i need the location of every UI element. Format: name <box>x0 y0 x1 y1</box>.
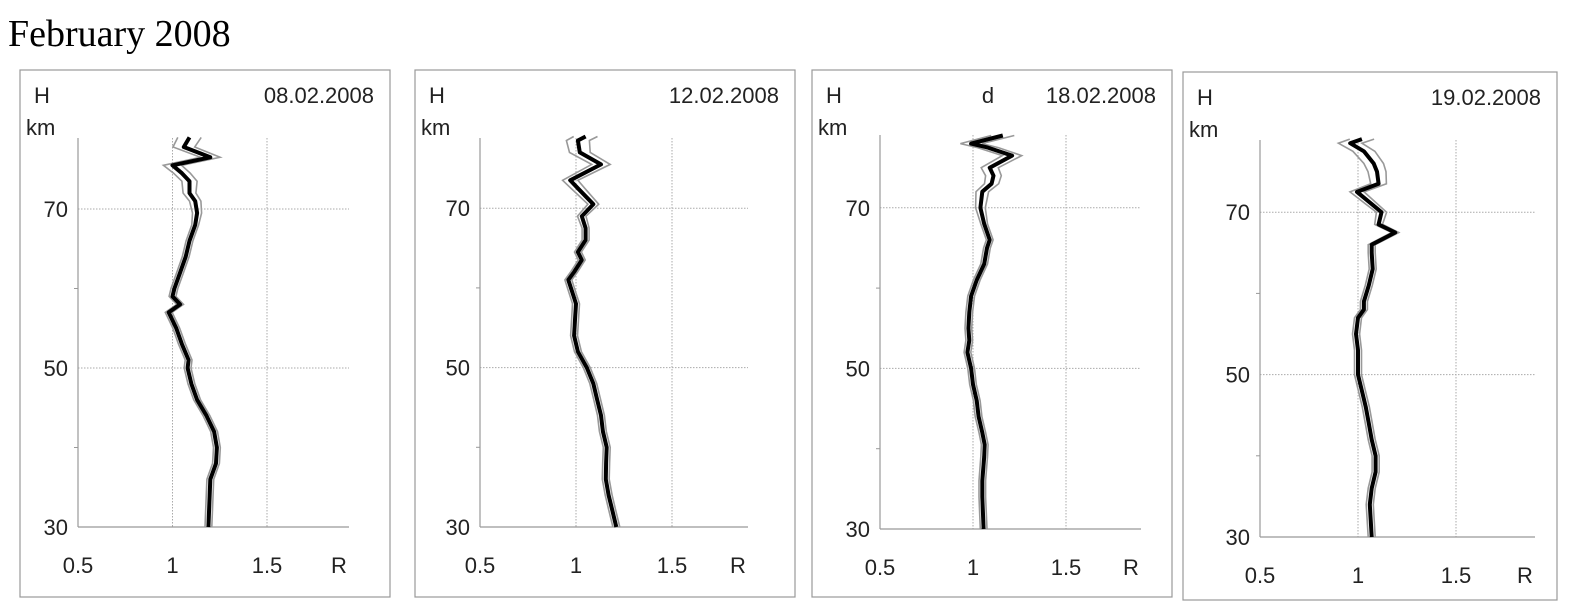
envelope-lower-line <box>561 135 614 528</box>
y-axis-label: H <box>429 83 445 108</box>
panel-frame <box>414 69 796 598</box>
envelope-upper-line <box>969 134 1024 530</box>
x-axis-label: R <box>1517 563 1533 588</box>
panel-frame <box>811 69 1173 598</box>
x-tick-label: 1 <box>1352 563 1364 588</box>
envelope-upper-line <box>570 135 621 528</box>
x-tick-label: 1.5 <box>1051 555 1082 580</box>
profile-line <box>566 134 619 528</box>
y-tick-label: 70 <box>846 196 870 221</box>
y-tick-label: 50 <box>846 356 870 381</box>
panel-date: 18.02.2008 <box>1046 83 1156 108</box>
x-tick-label: 1.5 <box>657 553 688 578</box>
envelope-lower-line <box>960 134 1005 530</box>
panel-date: 08.02.2008 <box>264 83 374 108</box>
y-tick-label: 30 <box>846 517 870 542</box>
x-tick-label: 1 <box>570 553 582 578</box>
x-tick-label: 0.5 <box>465 553 496 578</box>
y-tick-label: 50 <box>1226 363 1250 388</box>
y-tick-label: 50 <box>44 356 68 381</box>
x-tick-label: 1.5 <box>252 553 283 578</box>
y-tick-label: 30 <box>1226 525 1250 550</box>
y-axis-label: H <box>1197 85 1213 110</box>
y-tick-label: 70 <box>44 197 68 222</box>
y-tick-label: 70 <box>1226 200 1250 225</box>
envelope-lower-line <box>161 137 215 528</box>
y-tick-label: 30 <box>44 515 68 540</box>
x-tick-label: 1 <box>166 553 178 578</box>
y-axis-unit: km <box>818 115 847 140</box>
x-tick-label: 0.5 <box>865 555 896 580</box>
panel-date: 19.02.2008 <box>1431 85 1541 110</box>
x-tick-label: 0.5 <box>1245 563 1276 588</box>
panel-letter: d <box>982 83 994 108</box>
y-axis-unit: km <box>26 115 55 140</box>
y-axis-label: H <box>34 83 50 108</box>
envelope-lower-line <box>1336 138 1394 538</box>
x-tick-label: 0.5 <box>63 553 94 578</box>
y-axis-label: H <box>826 83 842 108</box>
y-axis-unit: km <box>1189 117 1218 142</box>
y-axis-unit: km <box>421 115 450 140</box>
panel-date: 12.02.2008 <box>669 83 779 108</box>
envelope-upper-line <box>1358 138 1401 538</box>
x-tick-label: 1.5 <box>1441 563 1472 588</box>
x-axis-label: R <box>331 553 347 578</box>
y-tick-label: 30 <box>446 515 470 540</box>
y-tick-label: 70 <box>446 196 470 221</box>
x-axis-label: R <box>730 553 746 578</box>
figure-title: February 2008 <box>8 13 231 55</box>
x-axis-label: R <box>1123 555 1139 580</box>
profile-line <box>1348 137 1398 538</box>
y-tick-label: 50 <box>446 356 470 381</box>
envelope-upper-line <box>171 136 223 528</box>
x-tick-label: 1 <box>967 555 979 580</box>
